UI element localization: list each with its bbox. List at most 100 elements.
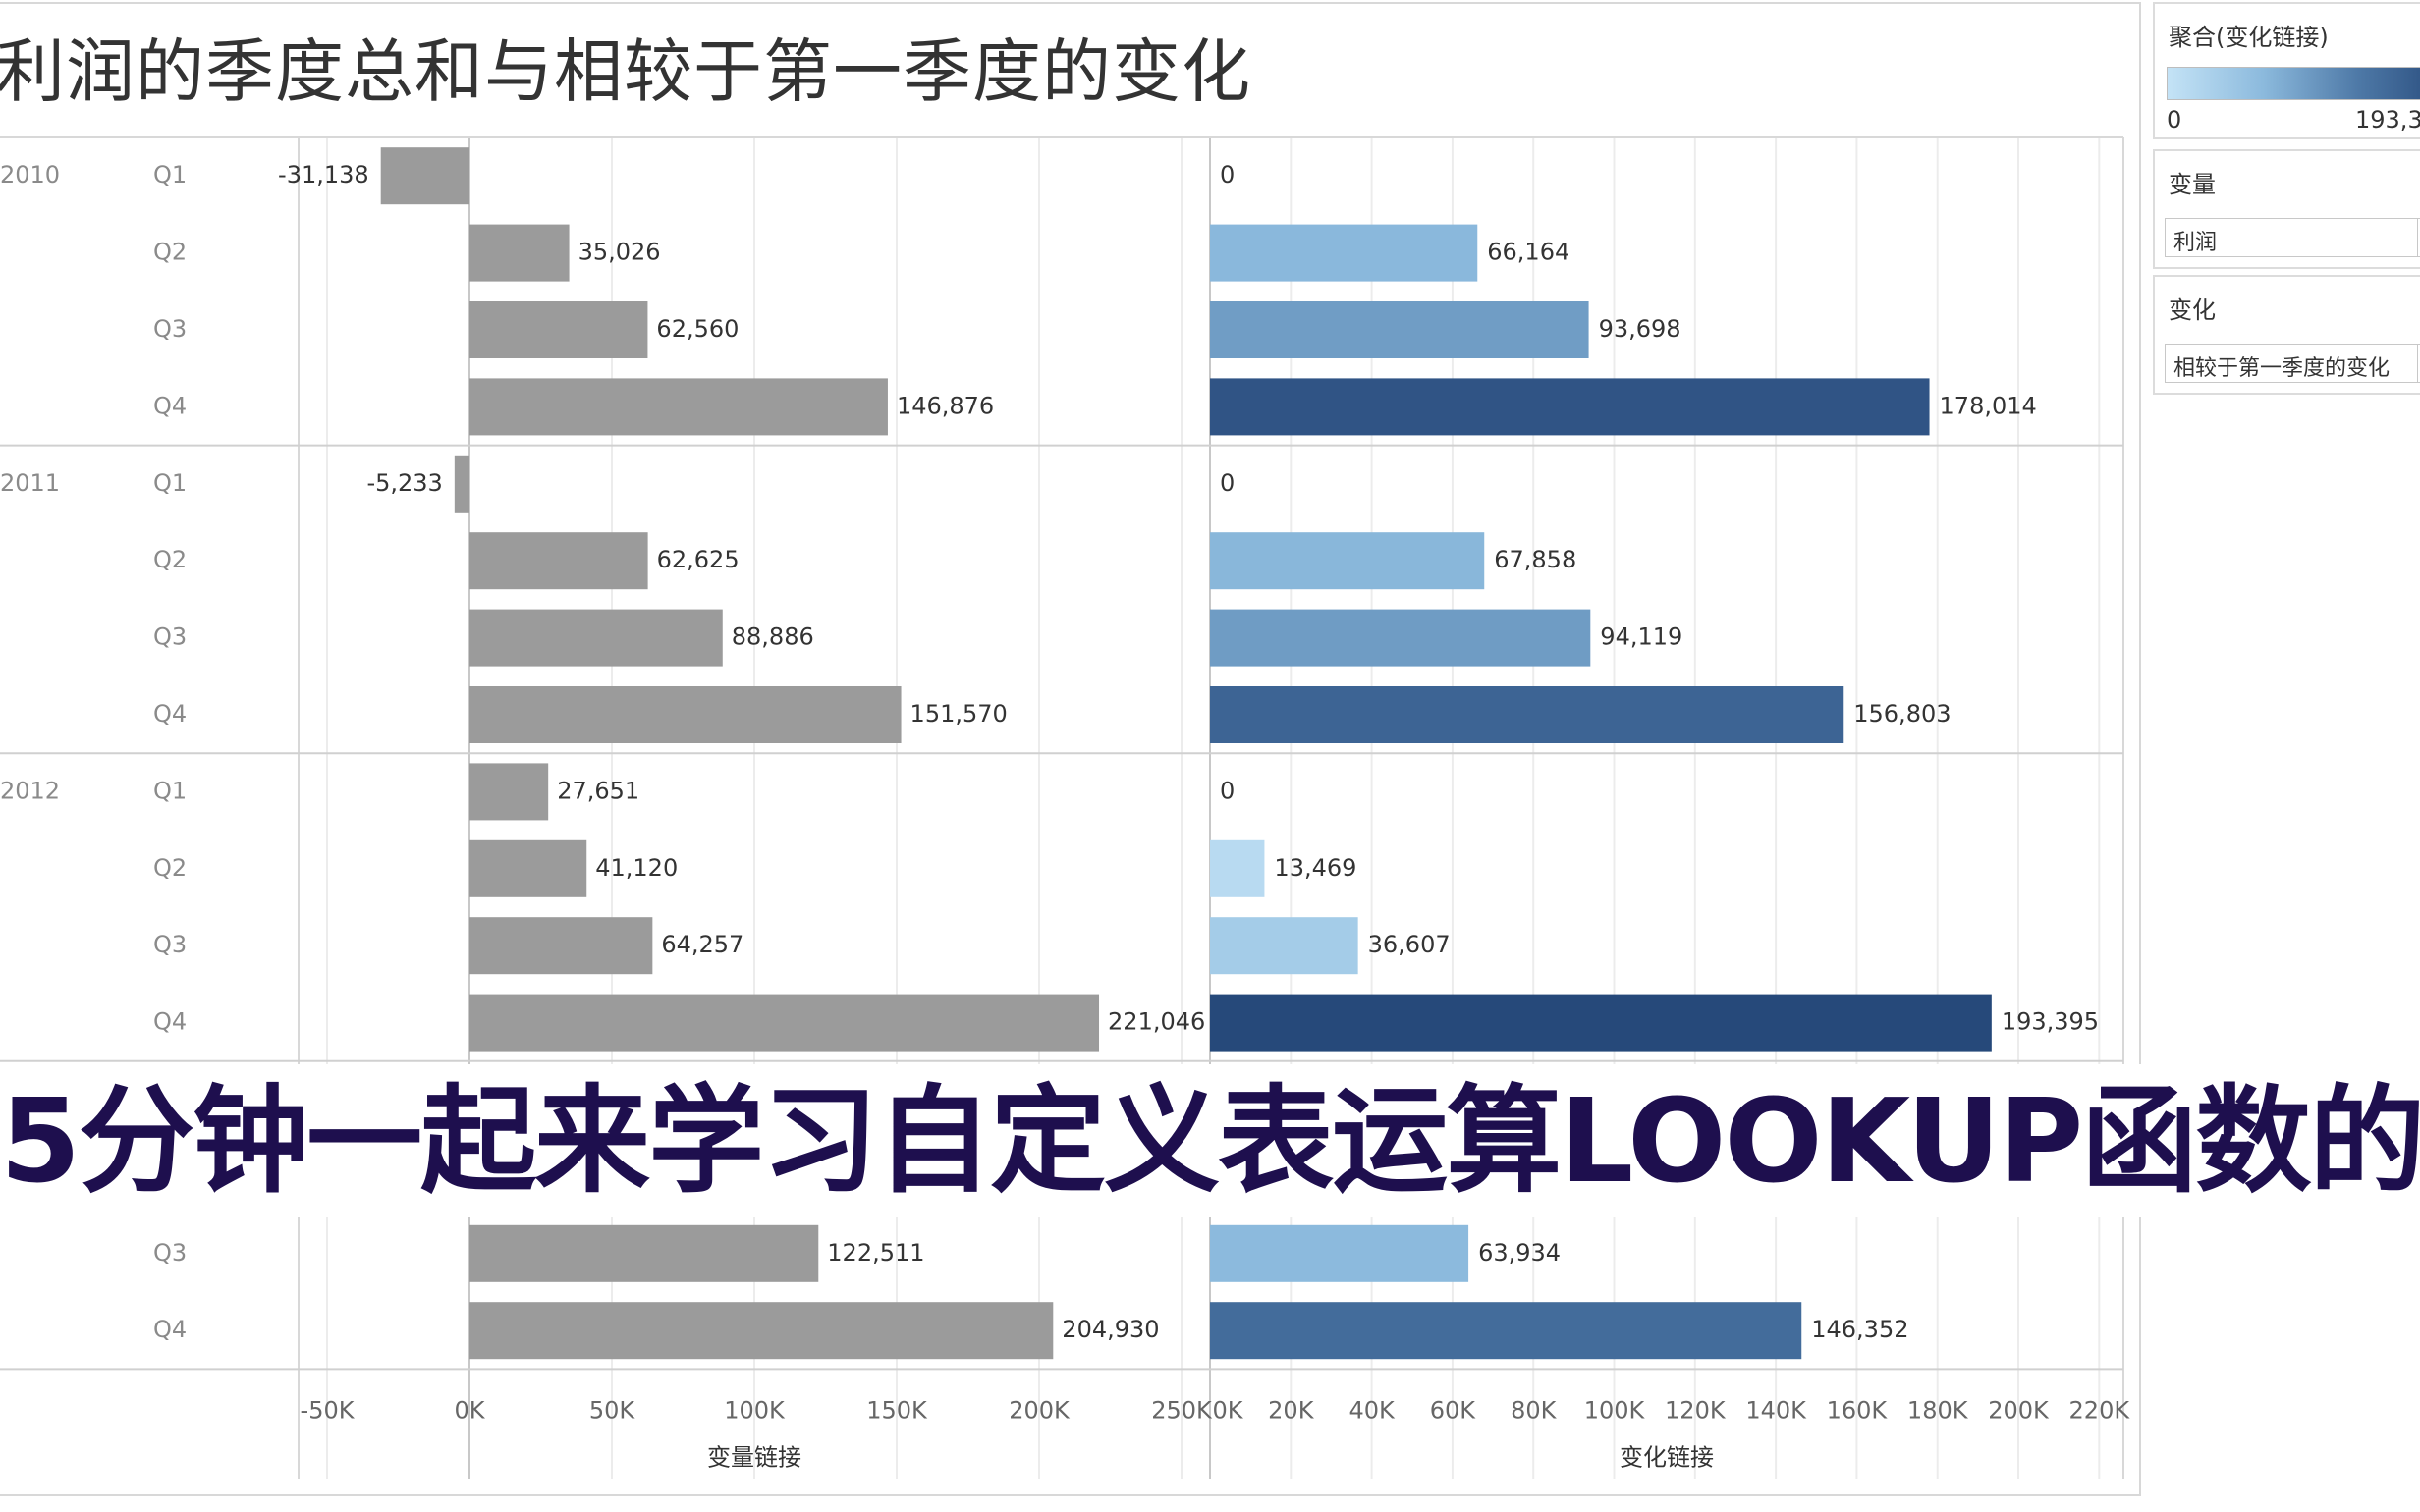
change-value-label: 146,352 bbox=[1811, 1316, 1908, 1343]
profit-bar bbox=[469, 994, 1100, 1052]
quarter-label: Q4 bbox=[153, 700, 187, 728]
legend-max-label: 193,395 bbox=[2355, 106, 2420, 134]
profit-value-label: -31,138 bbox=[278, 161, 369, 189]
change-filter-panel: 变化 相较于第一季度的变化 bbox=[2153, 275, 2420, 395]
change-select-value: 相较于第一季度的变化 bbox=[2173, 356, 2391, 381]
right-axis-title: 变化链接 bbox=[1620, 1443, 1714, 1471]
quarter-label: Q3 bbox=[153, 623, 187, 651]
change-filter-title: 变化 bbox=[2169, 297, 2216, 324]
left-axis-tick-label: 0K bbox=[454, 1396, 485, 1424]
change-bar bbox=[1210, 224, 1478, 282]
legend-title: 聚合(变化链接) bbox=[2169, 24, 2329, 51]
profit-bar bbox=[469, 839, 587, 897]
variable-filter-title: 变量 bbox=[2169, 171, 2216, 198]
profit-value-label: 41,120 bbox=[595, 854, 678, 882]
right-axis-tick-label: 160K bbox=[1827, 1396, 1889, 1424]
change-bar bbox=[1210, 301, 1589, 358]
profit-bar bbox=[469, 917, 653, 975]
profit-value-label: 35,026 bbox=[578, 239, 661, 266]
variable-select[interactable]: 利润 bbox=[2165, 218, 2420, 257]
profit-value-label: 64,257 bbox=[661, 931, 743, 958]
change-bar bbox=[1210, 686, 1844, 743]
change-value-label: 93,698 bbox=[1599, 315, 1681, 343]
change-value-label: 94,119 bbox=[1600, 623, 1682, 651]
change-value-label: 156,803 bbox=[1853, 700, 1951, 728]
change-value-label: 63,934 bbox=[1478, 1239, 1561, 1267]
legend-color-ramp bbox=[2167, 67, 2420, 100]
right-axis-tick-label: 200K bbox=[1988, 1396, 2050, 1424]
quarter-label: Q3 bbox=[153, 931, 187, 958]
quarter-label: Q2 bbox=[153, 854, 187, 882]
profit-bar bbox=[469, 763, 549, 821]
frame-top-border bbox=[0, 2, 2141, 4]
change-bar bbox=[1210, 1224, 1469, 1282]
profit-value-label: 62,625 bbox=[657, 546, 740, 573]
video-caption-overlay: 5分钟一起来学习自定义表运算LOOKUP函数的应用～ bbox=[0, 1064, 2420, 1217]
right-axis-tick-label: 80K bbox=[1511, 1396, 1558, 1424]
right-axis-tick-label: 0K bbox=[1212, 1396, 1243, 1424]
quarter-label: Q1 bbox=[153, 469, 187, 497]
change-dropdown-button[interactable] bbox=[2417, 345, 2420, 382]
change-value-label: 0 bbox=[1220, 161, 1235, 189]
right-axis-tick-label: 120K bbox=[1665, 1396, 1727, 1424]
left-axis-tick-label: 250K bbox=[1151, 1396, 1213, 1424]
left-axis-tick-label: 100K bbox=[724, 1396, 786, 1424]
quarter-label: Q4 bbox=[153, 1316, 187, 1343]
right-axis-tick-label: 180K bbox=[1907, 1396, 1969, 1424]
profit-value-label: 204,930 bbox=[1062, 1316, 1159, 1343]
quarter-label: Q2 bbox=[153, 546, 187, 573]
right-axis-tick-label: 140K bbox=[1745, 1396, 1807, 1424]
right-axis-tick-label: 100K bbox=[1584, 1396, 1646, 1424]
profit-bar bbox=[469, 224, 570, 282]
profit-bar bbox=[380, 147, 469, 205]
change-bar bbox=[1210, 609, 1591, 667]
frame-bottom-border bbox=[0, 1494, 2141, 1496]
quarter-label: Q1 bbox=[153, 161, 187, 189]
year-label: 2010 bbox=[0, 161, 60, 189]
profit-value-label: 88,886 bbox=[732, 623, 814, 651]
profit-bar bbox=[469, 686, 902, 743]
change-bar bbox=[1210, 1302, 1802, 1360]
change-select[interactable]: 相较于第一季度的变化 bbox=[2165, 344, 2420, 383]
change-bar bbox=[1210, 917, 1358, 975]
profit-bar bbox=[454, 455, 469, 513]
left-axis-tick-label: -50K bbox=[301, 1396, 356, 1424]
variable-dropdown-button[interactable] bbox=[2417, 219, 2420, 256]
change-value-label: 0 bbox=[1220, 777, 1235, 804]
profit-bar bbox=[469, 378, 888, 436]
chart-title: 利润的季度总和与相较于第一季度的变化 bbox=[0, 31, 1251, 112]
legend-min-label: 0 bbox=[2167, 106, 2182, 134]
left-axis-tick-label: 150K bbox=[866, 1396, 928, 1424]
change-value-label: 36,607 bbox=[1368, 931, 1451, 958]
color-legend-panel: 聚合(变化链接) 0 193,395 bbox=[2153, 2, 2420, 139]
profit-bar bbox=[469, 301, 648, 358]
profit-bar bbox=[469, 1302, 1054, 1360]
quarter-label: Q1 bbox=[153, 777, 187, 804]
left-axis-tick-label: 50K bbox=[589, 1396, 636, 1424]
change-bar bbox=[1210, 378, 1930, 436]
profit-bar bbox=[469, 609, 723, 667]
quarter-label: Q4 bbox=[153, 392, 187, 419]
change-value-label: 67,858 bbox=[1494, 546, 1576, 573]
right-axis-tick-label: 20K bbox=[1268, 1396, 1315, 1424]
change-bar bbox=[1210, 532, 1485, 590]
profit-value-label: 221,046 bbox=[1108, 1008, 1205, 1036]
frame-right-border bbox=[2139, 2, 2141, 1496]
profit-value-label: 27,651 bbox=[557, 777, 639, 804]
right-axis-tick-label: 40K bbox=[1348, 1396, 1396, 1424]
profit-bar bbox=[469, 532, 648, 590]
change-bar bbox=[1210, 839, 1265, 897]
right-axis-tick-label: 60K bbox=[1430, 1396, 1477, 1424]
quarter-label: Q2 bbox=[153, 239, 187, 266]
left-axis-tick-label: 200K bbox=[1009, 1396, 1071, 1424]
quarter-label: Q3 bbox=[153, 315, 187, 343]
left-axis-title: 变量链接 bbox=[707, 1443, 801, 1471]
change-value-label: 0 bbox=[1220, 469, 1235, 497]
change-value-label: 66,164 bbox=[1487, 239, 1569, 266]
year-label: 2011 bbox=[0, 469, 60, 497]
profit-value-label: 122,511 bbox=[827, 1239, 924, 1267]
change-value-label: 178,014 bbox=[1940, 392, 2037, 419]
profit-value-label: 146,876 bbox=[897, 392, 994, 419]
profit-value-label: -5,233 bbox=[366, 469, 442, 497]
